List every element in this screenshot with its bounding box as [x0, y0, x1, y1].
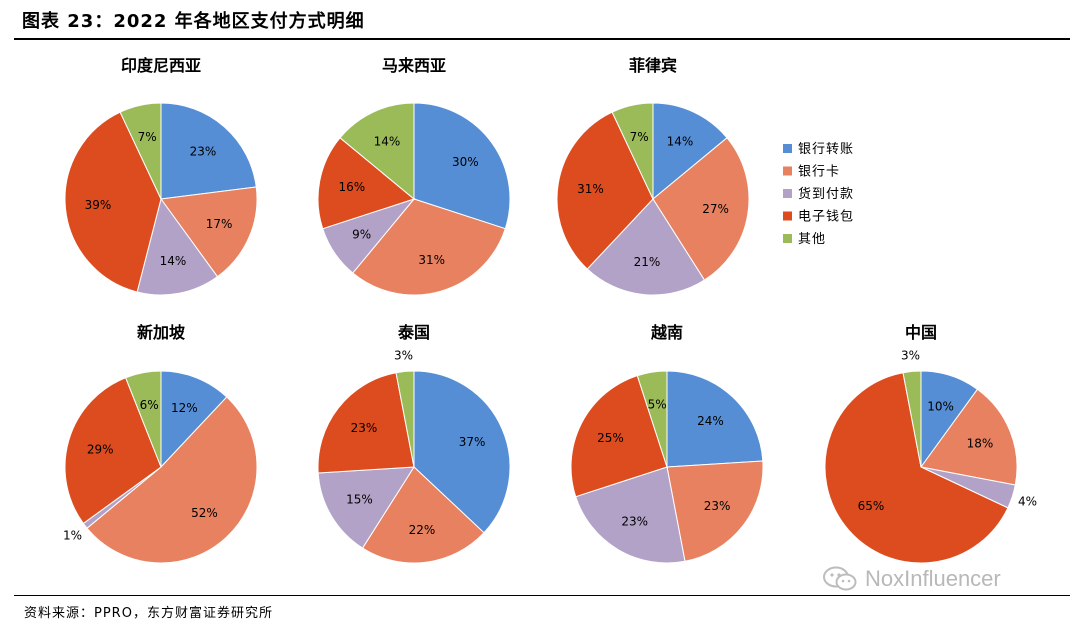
pie-slice [317, 466, 415, 549]
slice-label: 31% [418, 253, 445, 267]
page-title: 图表 23：2022 年各地区支付方式明细 [22, 11, 365, 32]
slice-label: 24% [697, 414, 724, 428]
pie-2: 马来西亚 30% 31% 9% 16% 14% [317, 56, 511, 296]
pie-title: 新加坡 [137, 323, 186, 342]
pie-slice [575, 466, 686, 564]
slice-label: 7% [630, 130, 649, 144]
slice-label: 23% [190, 145, 217, 159]
slice-label: 18% [967, 437, 994, 451]
slice-label: 14% [374, 135, 401, 149]
pie-slice [160, 370, 228, 469]
pie-3: 菲律宾 14% 27% 21% 31% 7% [556, 56, 750, 296]
pie-6: 越南 24% 23% 23% 25% 5% [570, 323, 764, 564]
legend-label: 电子钱包 [798, 210, 854, 225]
pie-slice [317, 137, 416, 230]
slice-label: 7% [138, 130, 157, 144]
slice-label: 10% [927, 400, 954, 414]
slice-label: 65% [858, 499, 885, 513]
pie-slice [317, 372, 415, 474]
slice-label: 23% [704, 499, 731, 513]
pie-4: 新加坡 12% 52% 1% 29% 6% [63, 323, 258, 564]
pie-slice [556, 111, 654, 270]
pie-slice [64, 111, 162, 293]
pie-slice [611, 102, 654, 200]
pie-slice [902, 370, 922, 468]
title-divider [14, 38, 1070, 40]
wechat-icon [823, 566, 857, 591]
pie-5: 泰国 37% 22% 15% 23% 3% [317, 323, 511, 564]
legend-swatch [783, 144, 792, 153]
slice-label: 14% [160, 254, 187, 268]
footer-divider [14, 595, 1070, 596]
slice-label: 4% [1018, 495, 1037, 509]
legend-label: 货到付款 [798, 186, 854, 202]
pie-slice [413, 370, 511, 534]
legend-label: 银行转账 [798, 142, 854, 157]
slice-label: 27% [702, 202, 729, 216]
pie-slice [352, 198, 506, 296]
pie-slice [920, 388, 1018, 486]
pie-slice [160, 186, 258, 278]
slice-label: 52% [191, 506, 218, 520]
slice-label: 17% [206, 217, 233, 231]
slice-label: 22% [409, 523, 436, 537]
pie-1: 印度尼西亚 23% 17% 14% 39% 7% [64, 56, 258, 296]
pie-slice [824, 372, 1009, 564]
slice-label: 29% [87, 442, 114, 456]
pie-title: 印度尼西亚 [121, 56, 201, 75]
legend-swatch [783, 189, 792, 198]
pie-7: 中国 10% 18% 4% 65% 3% [824, 323, 1037, 564]
slice-label: 30% [452, 155, 479, 169]
slice-label: 25% [597, 431, 624, 445]
slice-label: 12% [171, 401, 198, 415]
legend-label: 银行卡 [798, 165, 840, 180]
pie-slice [125, 370, 162, 468]
slice-label: 9% [352, 228, 371, 242]
pie-title: 泰国 [397, 323, 430, 342]
legend-swatch [783, 211, 792, 221]
pie-title: 马来西亚 [382, 56, 446, 75]
pie-slice [652, 137, 750, 281]
pie-slice [160, 102, 257, 200]
slice-label: 1% [63, 529, 82, 543]
pie-slice [64, 377, 162, 525]
pie-slice [413, 102, 511, 230]
pie-slice [339, 102, 415, 201]
slice-label: 16% [338, 180, 365, 194]
slice-label: 14% [667, 135, 694, 149]
pie-slice [652, 102, 728, 201]
source-note: 资料来源：PPRO，东方财富证券研究所 [24, 606, 273, 621]
slice-label: 3% [394, 349, 413, 363]
slice-label: 23% [351, 421, 378, 435]
pie-slice [136, 197, 219, 296]
slice-label: 37% [459, 435, 486, 449]
slice-label: 31% [577, 182, 604, 196]
slice-label: 5% [648, 397, 667, 411]
pie-slice [119, 102, 162, 200]
pie-title: 菲律宾 [629, 56, 677, 75]
legend-label: 其他 [798, 232, 826, 247]
pie-title: 越南 [650, 323, 683, 342]
slice-label: 15% [346, 492, 373, 506]
slice-label: 6% [140, 398, 159, 412]
pie-slice [395, 370, 415, 468]
pie-slice [666, 460, 764, 562]
legend-swatch [783, 234, 792, 243]
watermark-text: NoxInfluencer [865, 566, 1001, 591]
pie-title: 中国 [905, 323, 937, 342]
legend-swatch [783, 166, 792, 176]
pie-slice [586, 198, 706, 296]
pie-slice [666, 370, 764, 468]
pie-slice [361, 466, 485, 564]
pie-slice [86, 396, 258, 564]
watermark: NoxInfluencer [823, 566, 1001, 592]
pie-slice [636, 370, 668, 468]
slice-label: 21% [634, 255, 661, 269]
pie-slice [570, 375, 668, 498]
slice-label: 23% [621, 515, 648, 529]
slice-label: 39% [85, 198, 112, 212]
slice-label: 3% [901, 349, 920, 363]
